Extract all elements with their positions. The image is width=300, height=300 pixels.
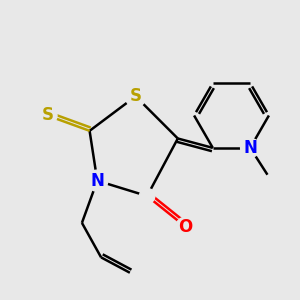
Text: S: S xyxy=(130,87,142,105)
Text: N: N xyxy=(243,139,257,157)
Text: O: O xyxy=(178,218,193,236)
Text: S: S xyxy=(41,106,53,124)
Circle shape xyxy=(176,217,195,236)
Circle shape xyxy=(241,138,260,158)
Circle shape xyxy=(38,106,57,125)
Circle shape xyxy=(140,188,155,204)
Circle shape xyxy=(125,86,146,107)
Text: N: N xyxy=(90,172,104,190)
Circle shape xyxy=(87,170,108,191)
